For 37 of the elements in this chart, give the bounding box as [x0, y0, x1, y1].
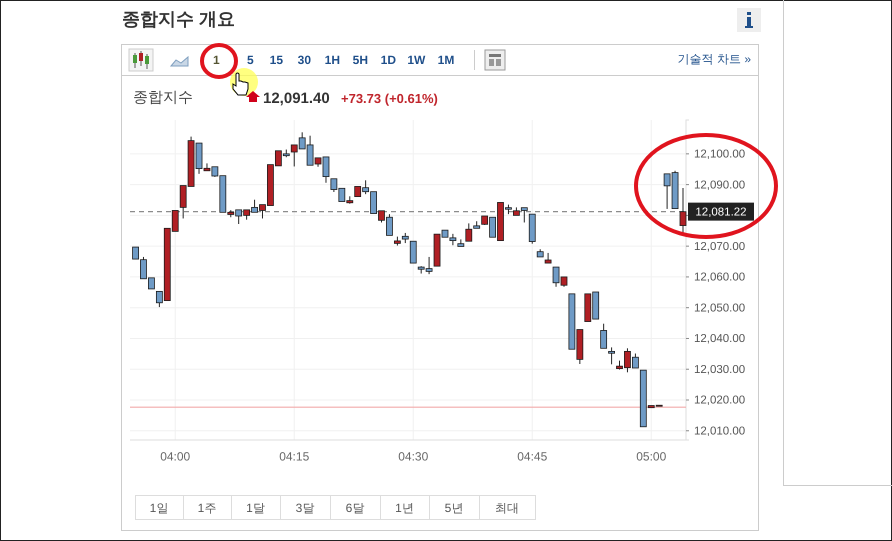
chart-title: 종합지수 개요	[122, 9, 236, 29]
text: 1주	[198, 501, 216, 515]
candlestick	[449, 233, 456, 246]
y-tick-label: 12,010.00	[694, 425, 746, 438]
text: 1일	[150, 501, 168, 515]
y-tick-label: 12,020.00	[694, 394, 746, 407]
candlestick	[465, 222, 472, 242]
y-tick-label: 12,050.00	[694, 302, 746, 314]
candlestick	[608, 346, 615, 365]
text: 종합지수	[133, 89, 193, 106]
text: 기술적 차트 »	[678, 52, 752, 66]
x-tick-label: 04:15	[279, 450, 310, 464]
text: 최대	[495, 501, 519, 515]
text: 6달	[346, 501, 364, 515]
y-tick-label: 12,060.00	[694, 272, 746, 284]
text: 3달	[296, 501, 314, 515]
x-tick-label: 04:30	[398, 450, 429, 464]
y-tick-label: 12,040.00	[694, 333, 746, 346]
text: 5년	[444, 501, 464, 515]
y-tick-label: 12,090.00	[694, 179, 746, 192]
x-tick-label: 04:00	[160, 450, 191, 464]
ref-line-label: 12,081.22	[695, 206, 747, 219]
x-tick-label: 05:00	[636, 450, 667, 464]
candlestick	[132, 246, 139, 260]
candlestick	[544, 252, 552, 264]
text: 12,091.40	[263, 90, 330, 107]
candlestick	[410, 240, 417, 264]
text: 1년	[395, 501, 414, 515]
y-tick-label: 12,070.00	[694, 240, 746, 253]
x-tick-label: 04:45	[517, 450, 548, 464]
candlestick	[402, 232, 409, 244]
text: 1 5 15 30 1H 5H 1D 1W 1M	[212, 53, 454, 67]
text: +73.73 (+0.61%)	[341, 91, 438, 106]
candlestick	[600, 323, 608, 349]
y-tick-label: 12,100.00	[694, 148, 746, 161]
y-tick-label: 12,030.00	[694, 364, 746, 376]
text: 1달	[246, 501, 265, 515]
